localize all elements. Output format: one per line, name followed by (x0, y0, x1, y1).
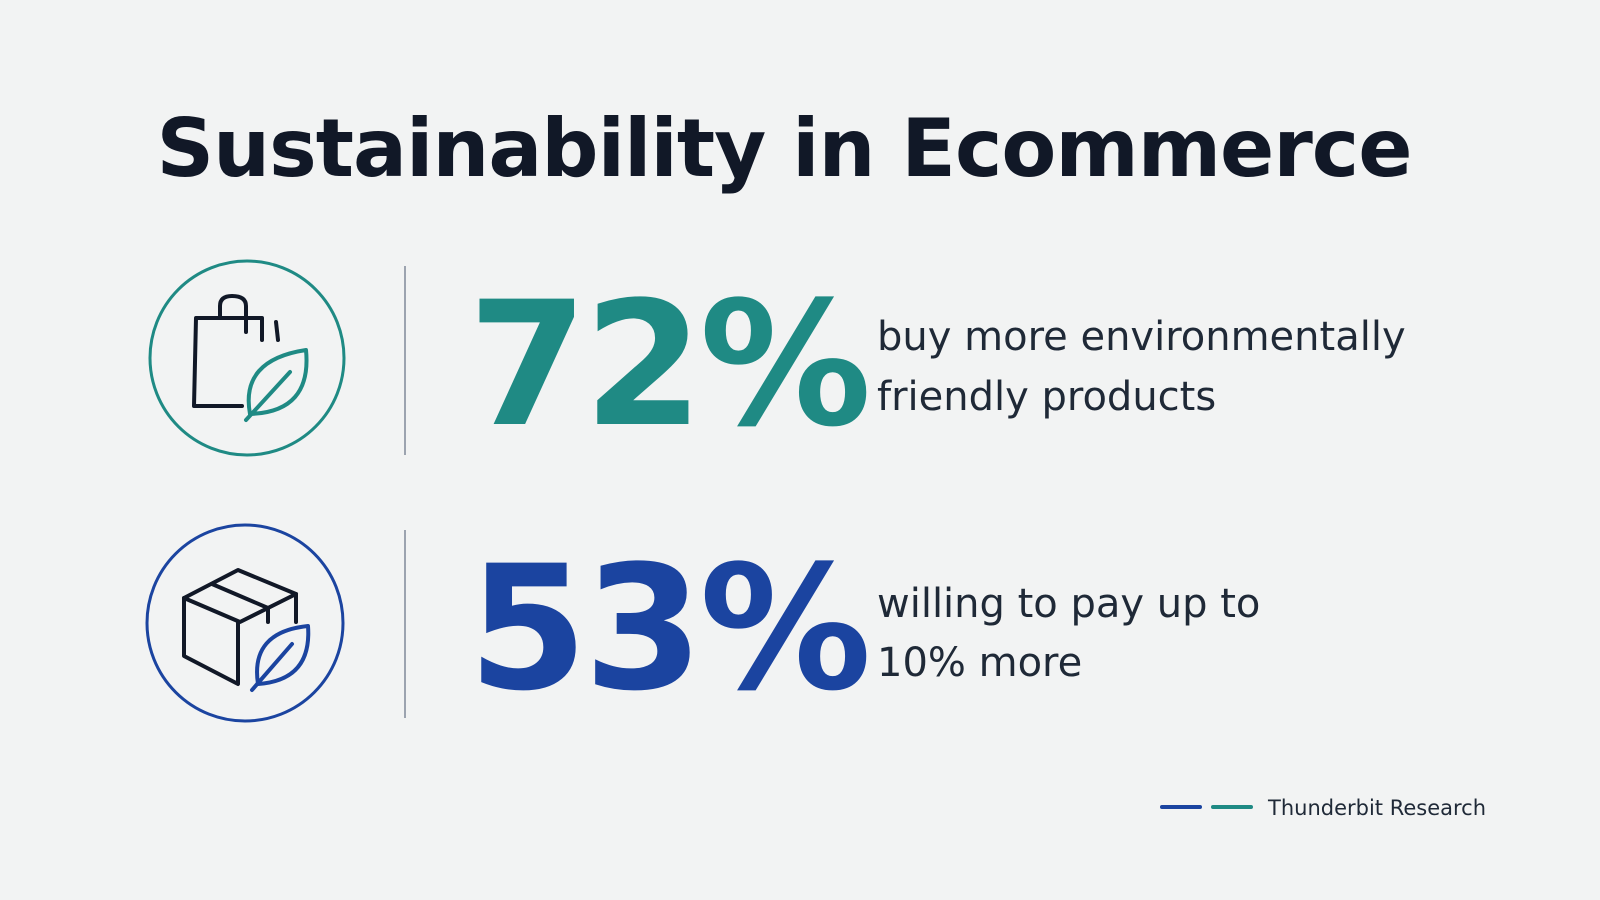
stat-value: 53% (468, 528, 868, 729)
title: Sustainability in Ecommerce (157, 102, 1412, 195)
source: Thunderbit Research (1267, 796, 1486, 820)
stat-description: 10% more (877, 640, 1082, 686)
box-icon (182, 568, 311, 692)
icon-ring (145, 523, 345, 723)
stat-description: buy more environmentally (877, 314, 1406, 360)
icon-ring (148, 259, 346, 457)
stat-value: 72% (468, 264, 868, 465)
stat-description: friendly products (877, 374, 1216, 420)
stat-description: willing to pay up to (877, 581, 1260, 627)
bag-icon (192, 294, 309, 422)
